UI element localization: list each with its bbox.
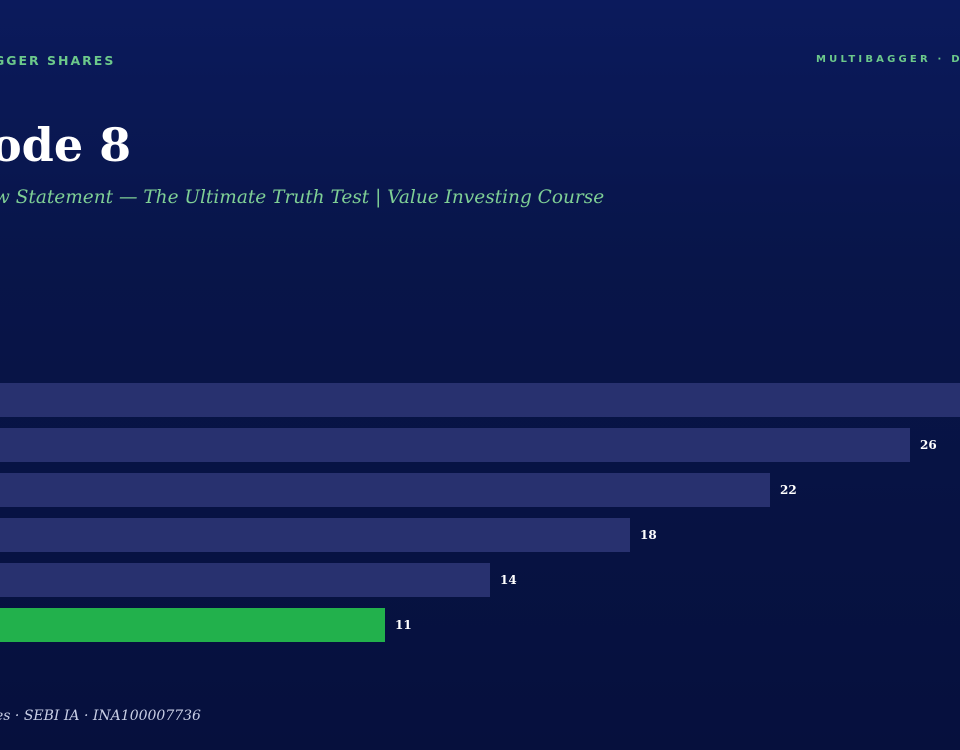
bar-value-label-2: 22 bbox=[780, 483, 797, 497]
bar-value-label-5: 11 bbox=[395, 618, 412, 632]
footer-disclaimer: es · SEBI IA · INA100007736 bbox=[0, 708, 201, 724]
bar-4 bbox=[0, 563, 490, 597]
bar-2 bbox=[0, 473, 770, 507]
bar-5 bbox=[0, 608, 385, 642]
bar-value-label-4: 14 bbox=[500, 573, 517, 587]
brand-left: GGER SHARES bbox=[0, 53, 116, 68]
bar-0 bbox=[0, 383, 960, 417]
bar-1 bbox=[0, 428, 910, 462]
page-subtitle: w Statement — The Ultimate Truth Test | … bbox=[0, 187, 605, 208]
bar-3 bbox=[0, 518, 630, 552]
bar-value-label-1: 26 bbox=[920, 438, 937, 452]
page-title: ode 8 bbox=[0, 118, 132, 172]
bar-value-label-3: 18 bbox=[640, 528, 657, 542]
brand-right: MULTIBAGGER · D bbox=[816, 54, 960, 65]
